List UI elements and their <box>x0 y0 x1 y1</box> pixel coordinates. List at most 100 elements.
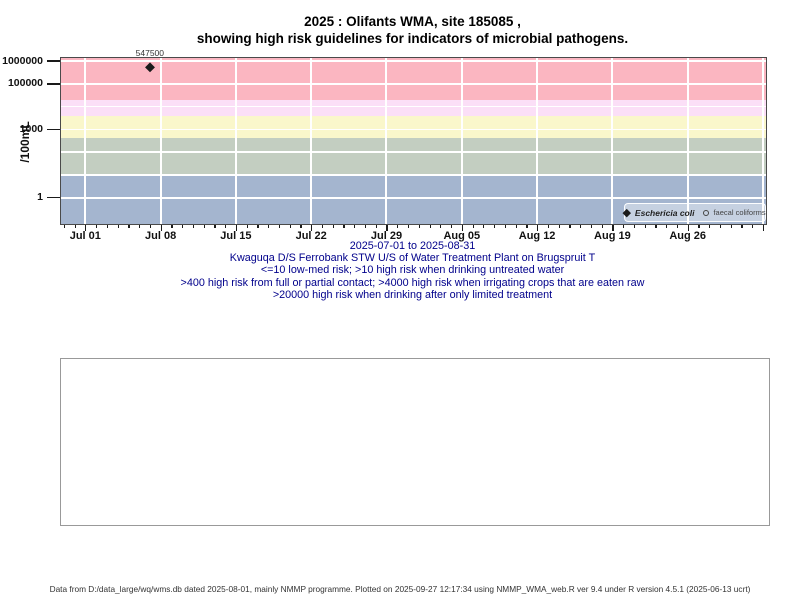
plot-area: 1 1000 100000 1000000 Jul 01 Jul 08 Jul 15 Jul … <box>2 48 767 242</box>
x-major-tick <box>762 225 765 231</box>
x-tick-label: Aug 12 <box>518 230 556 242</box>
x-minor-tick <box>429 225 431 228</box>
x-minor-tick <box>139 225 141 228</box>
filled-diamond-icon <box>623 208 632 217</box>
x-minor-tick <box>74 225 76 228</box>
site-caption: Kwaguqa D/S Ferrobank STW U/S of Water T… <box>229 252 596 265</box>
x-minor-tick <box>149 225 152 228</box>
x-minor-tick <box>483 225 485 228</box>
risk-band-3 <box>61 138 766 175</box>
x-minor-tick <box>128 225 130 228</box>
x-tick-label: Jul 15 <box>220 230 252 242</box>
h-gridline <box>61 105 766 108</box>
x-minor-tick <box>676 225 679 228</box>
x-minor-tick <box>698 225 700 228</box>
empty-second-panel <box>60 358 770 526</box>
v-gridline <box>536 58 539 224</box>
x-minor-tick <box>117 225 119 228</box>
x-minor-tick <box>289 225 291 228</box>
v-gridline <box>611 58 614 224</box>
x-minor-tick <box>440 225 442 228</box>
footer-provenance: Data from D:/data_large/wq/wms.db dated … <box>49 584 751 594</box>
h-gridline <box>61 174 766 176</box>
v-gridline <box>761 58 764 224</box>
x-minor-tick <box>741 225 743 228</box>
y-tick <box>47 83 60 85</box>
risk-band-1 <box>61 99 766 116</box>
x-minor-tick <box>558 225 560 228</box>
x-minor-tick <box>644 225 646 228</box>
v-gridline <box>385 58 388 224</box>
risk-caption-1: <=10 low-med risk; >10 high risk when dr… <box>260 264 565 277</box>
x-minor-tick <box>418 225 420 228</box>
y-tick-label: 1 <box>37 191 43 204</box>
x-minor-tick <box>321 225 324 228</box>
y-tick <box>47 60 60 62</box>
v-gridline <box>159 58 162 224</box>
x-tick-label: Jul 01 <box>69 230 101 242</box>
x-minor-tick <box>666 225 668 228</box>
x-minor-tick <box>375 225 377 228</box>
x-major-tick <box>235 225 238 231</box>
x-axis-range-label: 2025-07-01 to 2025-08-31 <box>349 240 476 252</box>
open-circle-icon <box>703 209 710 216</box>
x-minor-tick <box>655 225 657 228</box>
h-gridline <box>61 83 766 85</box>
x-tick-label: Aug 19 <box>594 230 631 242</box>
y-tick-label: 100000 <box>7 77 43 90</box>
x-minor-tick <box>182 225 184 228</box>
x-major-tick <box>85 225 87 231</box>
y-tick-label: 1000000 <box>2 54 43 67</box>
x-major-tick <box>160 225 162 231</box>
x-minor-tick <box>623 225 625 228</box>
x-minor-tick <box>730 225 732 228</box>
chart-title-line2: showing high risk guidelines for indicat… <box>196 31 629 46</box>
x-minor-tick <box>569 225 571 228</box>
risk-caption-2: >400 high risk from full or partial cont… <box>180 276 645 289</box>
x-minor-tick <box>171 225 173 228</box>
x-minor-tick <box>590 225 593 228</box>
x-minor-tick <box>203 225 205 228</box>
legend-label-ecoli: Eschericia coli <box>634 207 695 218</box>
v-gridline <box>460 58 463 224</box>
x-minor-tick <box>354 225 356 228</box>
h-gridline <box>61 196 766 199</box>
data-point-value-label: 547500 <box>135 48 165 58</box>
legend: Eschericia coli faecal coliforms <box>623 203 766 222</box>
x-tick-label: Aug 05 <box>443 230 481 242</box>
x-tick-label: Aug 26 <box>669 230 707 242</box>
x-minor-tick <box>472 225 474 228</box>
x-minor-tick <box>214 225 216 228</box>
x-minor-tick <box>63 225 65 228</box>
x-tick-label: Jul 29 <box>370 230 403 242</box>
x-minor-tick <box>547 225 550 228</box>
x-minor-tick <box>246 225 248 228</box>
h-gridline <box>61 60 766 62</box>
x-minor-tick <box>343 225 345 228</box>
risk-band-2 <box>61 115 766 139</box>
x-minor-tick <box>106 225 108 228</box>
legend-label-faecal-coliforms: faecal coliforms <box>713 208 766 217</box>
x-minor-tick <box>332 225 334 228</box>
x-minor-tick <box>709 225 711 228</box>
x-major-tick <box>612 225 614 231</box>
x-minor-tick <box>364 225 367 228</box>
v-gridline <box>310 58 313 224</box>
x-tick-label: Jul 22 <box>295 230 327 242</box>
v-gridline <box>234 58 237 224</box>
x-minor-tick <box>257 225 259 228</box>
x-minor-tick <box>601 225 603 228</box>
x-tick-label: Jul 08 <box>145 230 177 242</box>
x-minor-tick <box>408 225 410 228</box>
x-minor-tick <box>268 225 270 228</box>
x-minor-tick <box>300 225 302 228</box>
x-minor-tick <box>526 225 528 228</box>
x-major-tick <box>461 225 463 231</box>
legend-item-ecoli: Eschericia coli <box>623 207 695 218</box>
x-major-tick <box>386 225 388 231</box>
y-tick <box>47 197 60 199</box>
x-minor-tick <box>633 225 636 228</box>
v-gridline <box>84 58 87 224</box>
x-minor-tick <box>192 225 195 228</box>
